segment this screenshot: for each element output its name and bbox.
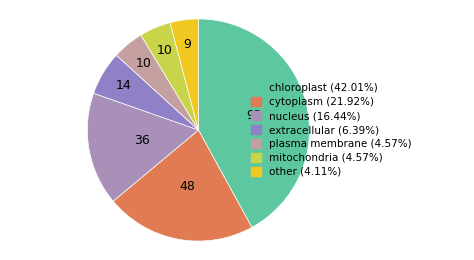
Text: 10: 10 [136, 57, 151, 70]
Text: 48: 48 [180, 180, 196, 193]
Wedge shape [199, 19, 310, 227]
Text: 92: 92 [246, 109, 262, 122]
Wedge shape [116, 35, 199, 130]
Text: 9: 9 [183, 38, 191, 51]
Text: 14: 14 [116, 79, 132, 92]
Wedge shape [113, 130, 252, 241]
Text: 36: 36 [134, 134, 149, 147]
Wedge shape [141, 23, 199, 130]
Text: 10: 10 [156, 44, 173, 57]
Wedge shape [93, 55, 199, 130]
Wedge shape [170, 19, 199, 130]
Legend: chloroplast (42.01%), cytoplasm (21.92%), nucleus (16.44%), extracellular (6.39%: chloroplast (42.01%), cytoplasm (21.92%)… [248, 81, 414, 179]
Wedge shape [87, 93, 199, 201]
